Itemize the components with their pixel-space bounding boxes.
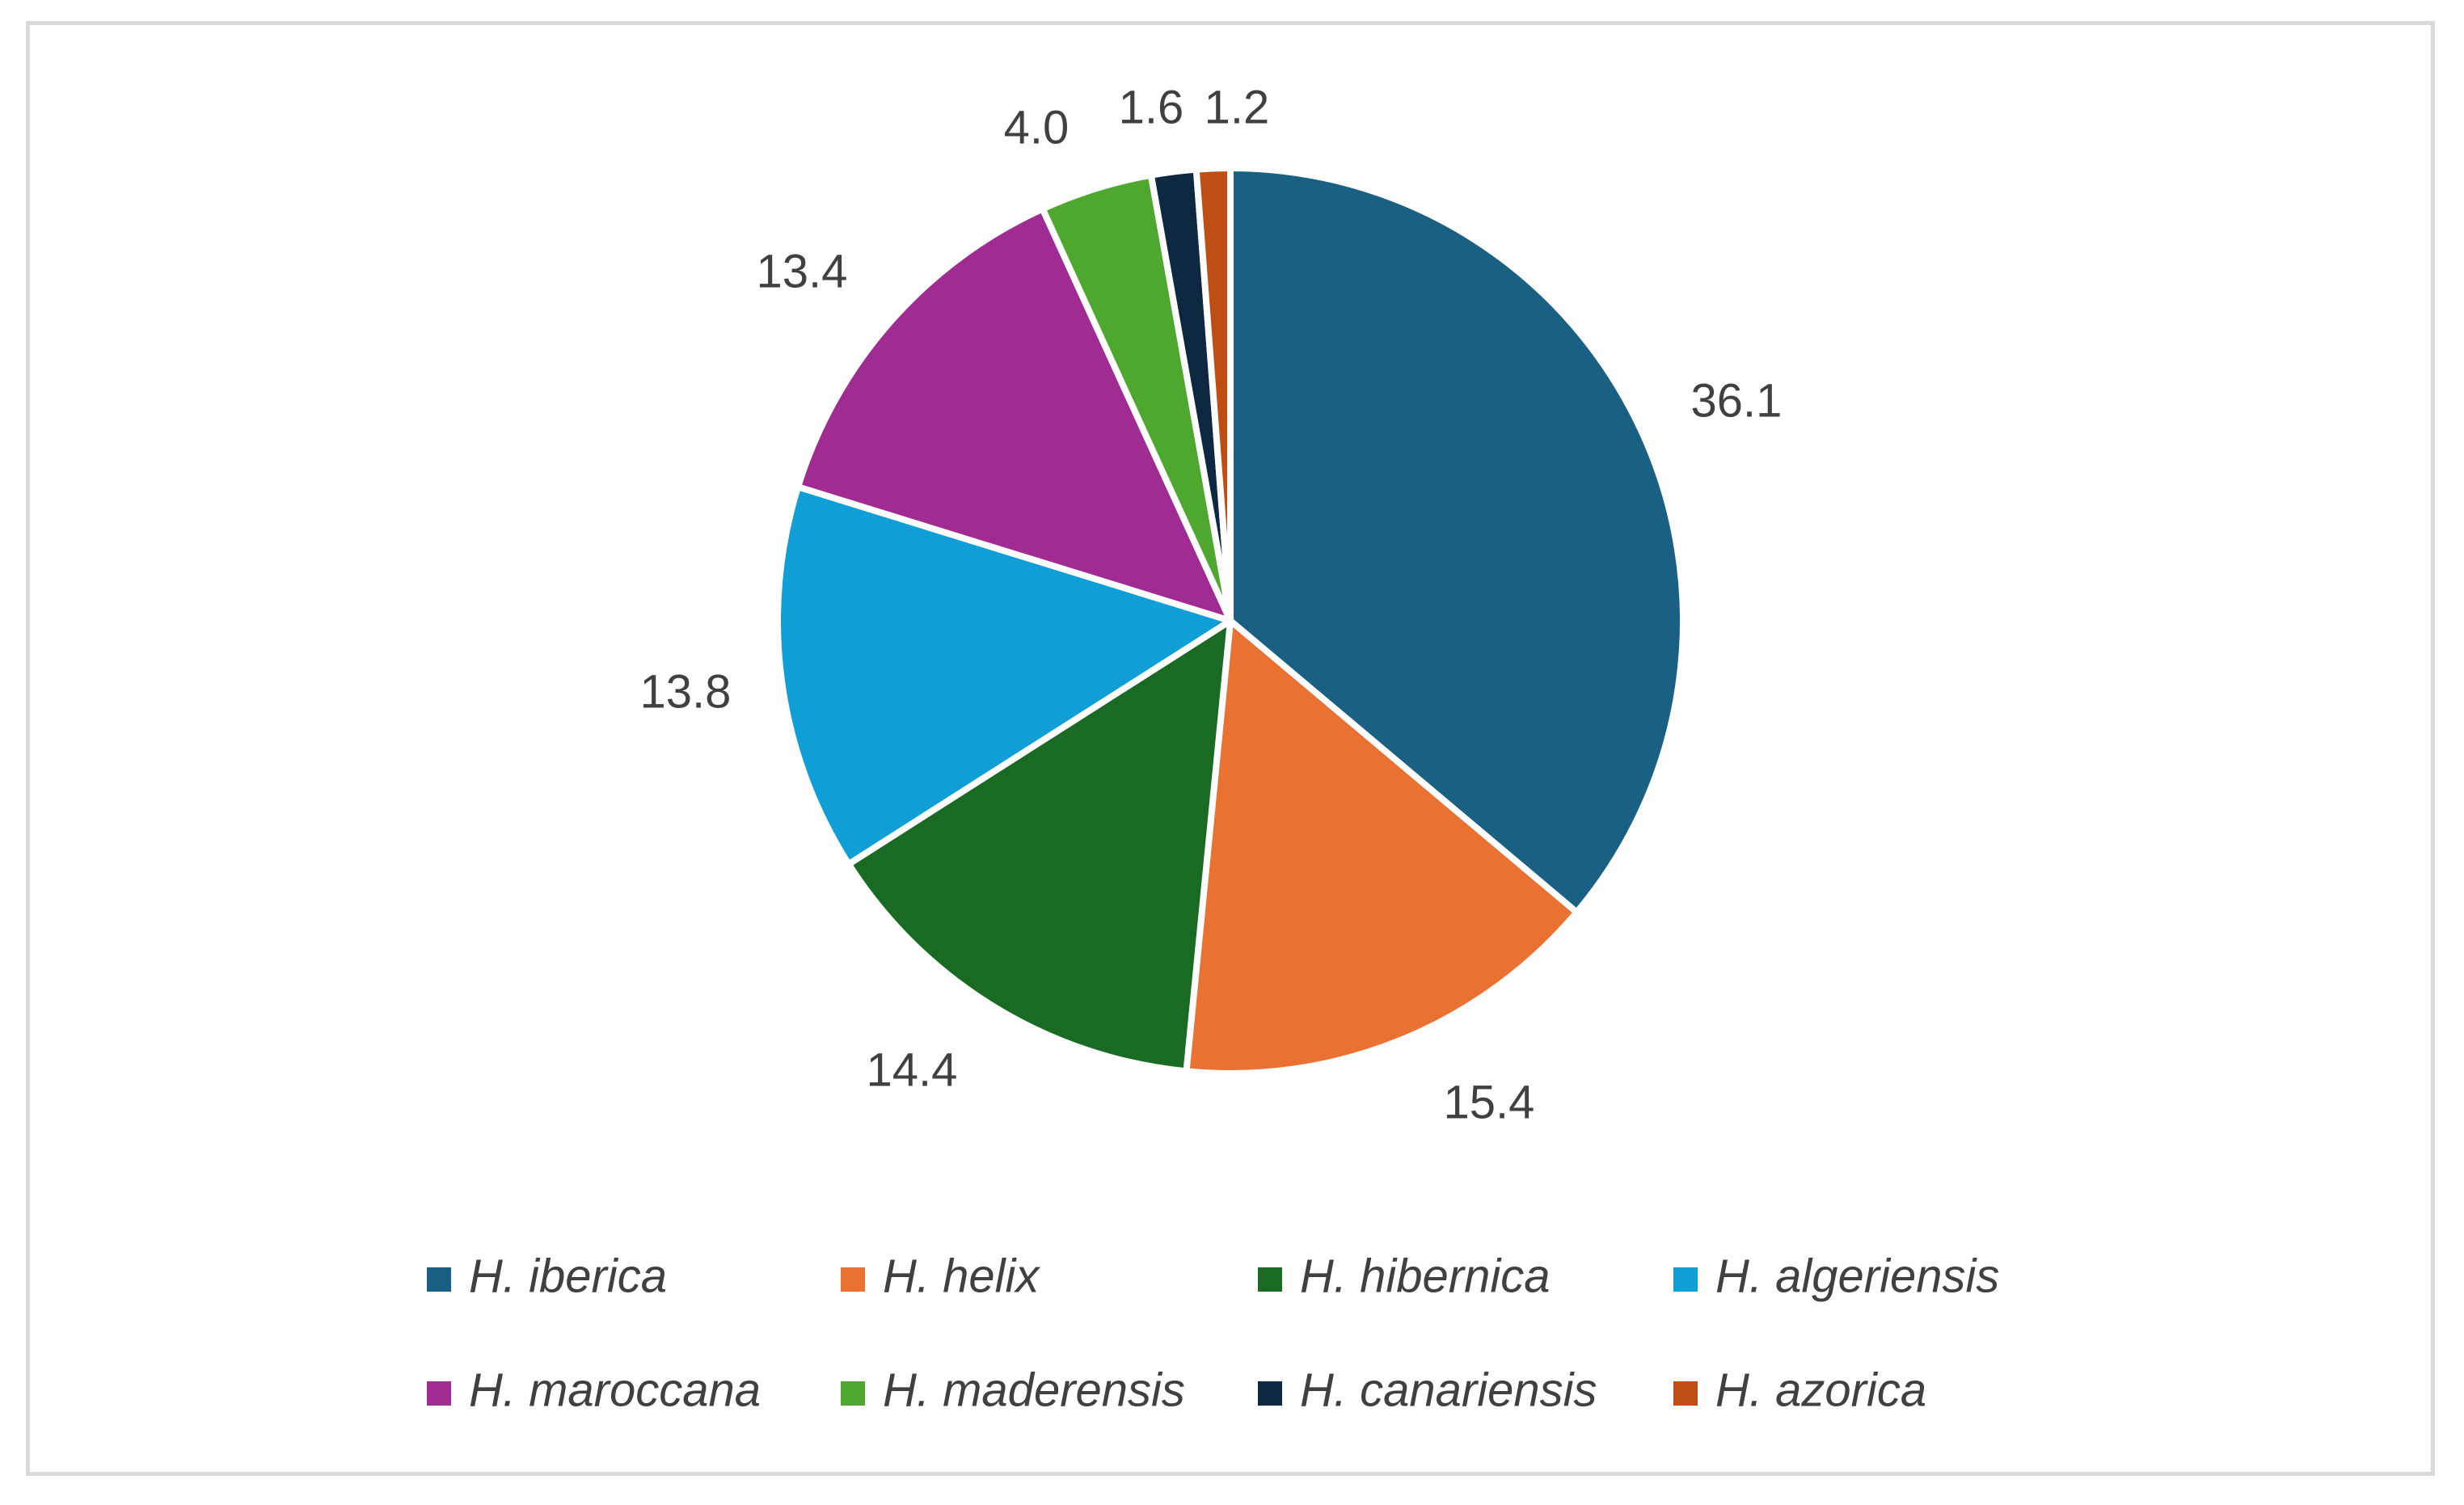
pie-slice-h-iberica (1227, 165, 1687, 916)
data-label-h-maderensis: 4.0 (1004, 101, 1070, 154)
pie-slice-h-helix (1183, 618, 1580, 1077)
legend-item-h-canariensis: H. canariensis (1258, 1364, 1597, 1416)
legend-label-h-maderensis: H. maderensis (883, 1364, 1185, 1416)
pie-slices (774, 164, 1687, 1077)
legend-label-h-iberica: H. iberica (469, 1250, 667, 1302)
pie-slice-h-algeriensis (774, 483, 1234, 868)
pie-slice-h-hibernica (845, 618, 1234, 1075)
legend-item-h-helix: H. helix (841, 1250, 1040, 1302)
legend-swatch-h-canariensis (1258, 1381, 1282, 1406)
data-label-h-helix: 15.4 (1444, 1076, 1535, 1128)
legend-label-h-helix: H. helix (883, 1250, 1040, 1302)
data-label-h-hibernica: 14.4 (867, 1043, 958, 1096)
legend-swatch-h-maderensis (841, 1381, 865, 1406)
data-label-h-maroccana: 13.4 (757, 245, 848, 297)
pie-slice-h-azorica (1192, 164, 1234, 624)
data-label-h-canariensis: 1.6 (1119, 81, 1184, 133)
legend-label-h-hibernica: H. hibernica (1300, 1250, 1550, 1302)
data-label-h-azorica: 1.2 (1205, 81, 1270, 133)
legend-item-h-iberica: H. iberica (427, 1250, 667, 1302)
legend-swatch-h-azorica (1673, 1381, 1698, 1406)
legend-swatch-h-maroccana (427, 1381, 451, 1406)
data-label-h-algeriensis: 13.8 (640, 665, 732, 718)
legend-item-h-azorica: H. azorica (1673, 1364, 1926, 1416)
legend-label-h-azorica: H. azorica (1715, 1364, 1926, 1416)
pie-slice-h-maroccana (795, 205, 1234, 624)
legend-swatch-h-helix (841, 1267, 865, 1292)
legend-item-h-algeriensis: H. algeriensis (1673, 1250, 1999, 1302)
legend-swatch-h-iberica (427, 1267, 451, 1292)
legend-item-h-maderensis: H. maderensis (841, 1364, 1185, 1416)
legend-item-h-maroccana: H. maroccana (427, 1364, 761, 1416)
data-labels: 36.1 15.4 14.4 13.8 13.4 4.0 1.6 1.2 (640, 81, 1783, 1128)
legend-label-h-canariensis: H. canariensis (1300, 1364, 1597, 1416)
data-label-h-iberica: 36.1 (1691, 374, 1783, 427)
legend-swatch-h-hibernica (1258, 1267, 1282, 1292)
legend: H. iberica H. helix H. hibernica H. algerie… (427, 1250, 1999, 1416)
legend-swatch-h-algeriensis (1673, 1267, 1698, 1292)
legend-label-h-algeriensis: H. algeriensis (1715, 1250, 1999, 1302)
legend-label-h-maroccana: H. maroccana (469, 1364, 761, 1416)
legend-item-h-hibernica: H. hibernica (1258, 1250, 1550, 1302)
